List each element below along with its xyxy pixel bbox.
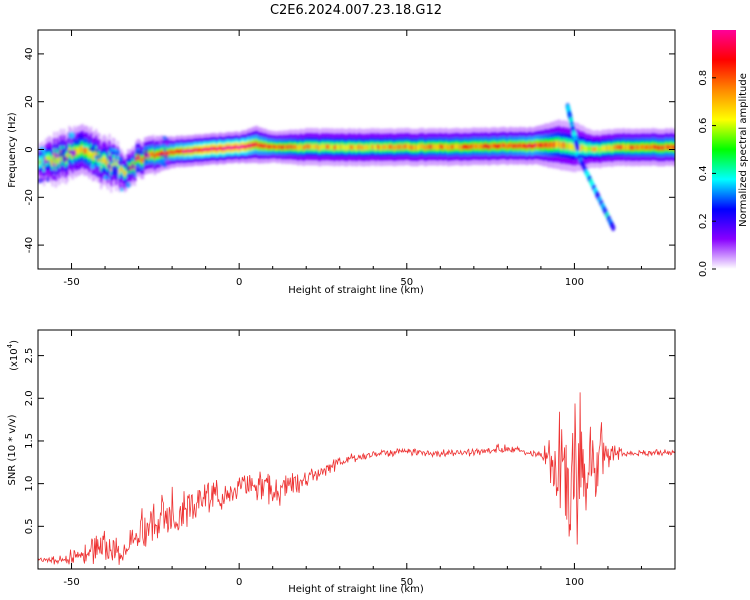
- heatmap-blob: [125, 182, 131, 189]
- colorbar: 0.0 0.2 0.4 0.6 0.8 Normalized spectral ampl…: [698, 30, 749, 277]
- snr-x-label: Height of straight line (km): [288, 584, 424, 595]
- heatmap-branch: [575, 144, 579, 151]
- heatmap-blob: [94, 155, 101, 160]
- heatmap-blob: [55, 153, 60, 158]
- colorbar-tick-label: 0.4: [698, 165, 709, 181]
- heatmap-blob: [77, 162, 79, 168]
- heatmap-blob: [144, 159, 147, 163]
- heatmap-blob: [135, 179, 137, 181]
- heatmap-blob: [46, 172, 51, 178]
- y-tick-label: 1.0: [24, 476, 35, 492]
- heatmap-blob: [68, 139, 72, 145]
- heatmap-blob: [148, 155, 150, 160]
- colorbar-tick-label: 0.6: [698, 118, 709, 134]
- x-tick-label: 100: [565, 577, 584, 588]
- heatmap-blob: [160, 155, 164, 157]
- snr-y-multiplier-base: (x10: [9, 348, 20, 371]
- heatmap-blob: [144, 151, 149, 158]
- heatmap-blob: [71, 151, 76, 156]
- y-tick-label: 2.0: [24, 390, 35, 406]
- figure-title: C2E6.2024.007.23.18.G12: [270, 3, 442, 18]
- spectrogram-y-label: Frequency (Hz): [7, 112, 18, 188]
- heatmap-blob: [48, 164, 50, 167]
- heatmap-blob: [165, 139, 169, 143]
- heatmap-branch: [611, 224, 615, 231]
- colorbar-label: Normalized spectral amplitude: [738, 73, 749, 227]
- heatmap-blob: [62, 156, 68, 162]
- heatmap-blob: [158, 140, 162, 145]
- y-tick-label: 20: [24, 95, 35, 108]
- heatmap-blob: [82, 144, 90, 147]
- heatmap-blob: [137, 157, 140, 159]
- y-tick-label: -20: [24, 189, 35, 205]
- heatmap-blob: [61, 149, 66, 154]
- spectrogram-x-label: Height of straight line (km): [288, 285, 424, 296]
- heatmap-blob: [40, 158, 44, 165]
- heatmap-blob: [162, 136, 167, 139]
- heatmap-blob: [126, 165, 130, 172]
- heatmap-blob: [162, 163, 167, 168]
- spectrogram-panel: -50 0 50 100-40-2002040 Height of straight …: [7, 30, 677, 296]
- heatmap-blob: [114, 169, 118, 173]
- heatmap-blob: [136, 150, 144, 155]
- svg-text:(x104): (x104): [6, 340, 20, 371]
- heatmap-blob: [97, 162, 103, 167]
- y-tick-label: 40: [24, 48, 35, 61]
- heatmap-blob: [78, 133, 83, 139]
- heatmap-blob: [136, 169, 142, 173]
- y-tick-label: 0.5: [24, 518, 35, 534]
- heatmap-blob: [129, 153, 133, 157]
- colorbar-tick-label: 0.0: [698, 261, 709, 277]
- heatmap-blob: [131, 163, 134, 169]
- snr-panel: -50 0 50 1000.51.01.52.02.5 Height of strai…: [6, 330, 675, 595]
- heatmap-blob: [99, 151, 105, 153]
- heatmap-blob: [110, 148, 117, 151]
- spectrogram-heatmap: [36, 103, 677, 231]
- heatmap-blob: [107, 163, 111, 169]
- snr-y-multiplier: (x104): [6, 340, 20, 371]
- heatmap-blob: [71, 160, 74, 164]
- heatmap-blob: [109, 156, 113, 163]
- y-tick-label: 1.5: [24, 433, 35, 449]
- heatmap-blob: [74, 143, 81, 145]
- x-tick-label: 0: [236, 277, 242, 288]
- heatmap-blob: [97, 145, 104, 150]
- snr-y-multiplier-close: ): [9, 340, 20, 344]
- y-tick-label: -40: [24, 237, 35, 253]
- x-tick-label: -50: [63, 277, 79, 288]
- heatmap-blob: [53, 176, 56, 180]
- heatmap-blob: [135, 144, 140, 146]
- heatmap-blob: [86, 161, 89, 165]
- x-tick-label: -50: [63, 577, 79, 588]
- heatmap-blob: [121, 163, 124, 166]
- heatmap-blob: [90, 164, 95, 169]
- heatmap-blob: [145, 149, 149, 151]
- heatmap-blob: [68, 132, 75, 139]
- snr-y-label: SNR (10 * v/v): [7, 414, 18, 485]
- snr-series-line: [38, 392, 675, 565]
- y-tick-label: 2.5: [24, 348, 35, 364]
- heatmap-blob: [46, 160, 49, 163]
- heatmap-blob: [118, 157, 123, 162]
- heatmap-blob: [166, 159, 171, 164]
- heatmap-blob: [95, 150, 97, 153]
- colorbar-tick-label: 0.8: [698, 70, 709, 86]
- heatmap-blob: [125, 163, 128, 165]
- colorbar-tick-label: 0.2: [698, 213, 709, 229]
- heatmap-blob: [128, 173, 130, 179]
- heatmap-blob: [120, 188, 123, 192]
- x-tick-label: 100: [565, 277, 584, 288]
- heatmap-blob: [104, 171, 111, 173]
- y-tick-label: 0: [24, 146, 35, 152]
- x-tick-label: 0: [236, 577, 242, 588]
- heatmap-blob: [134, 173, 136, 177]
- colorbar-gradient: [712, 30, 736, 269]
- heatmap-blob: [163, 148, 166, 152]
- heatmap-blob: [94, 168, 101, 175]
- heatmap-blob: [89, 147, 96, 152]
